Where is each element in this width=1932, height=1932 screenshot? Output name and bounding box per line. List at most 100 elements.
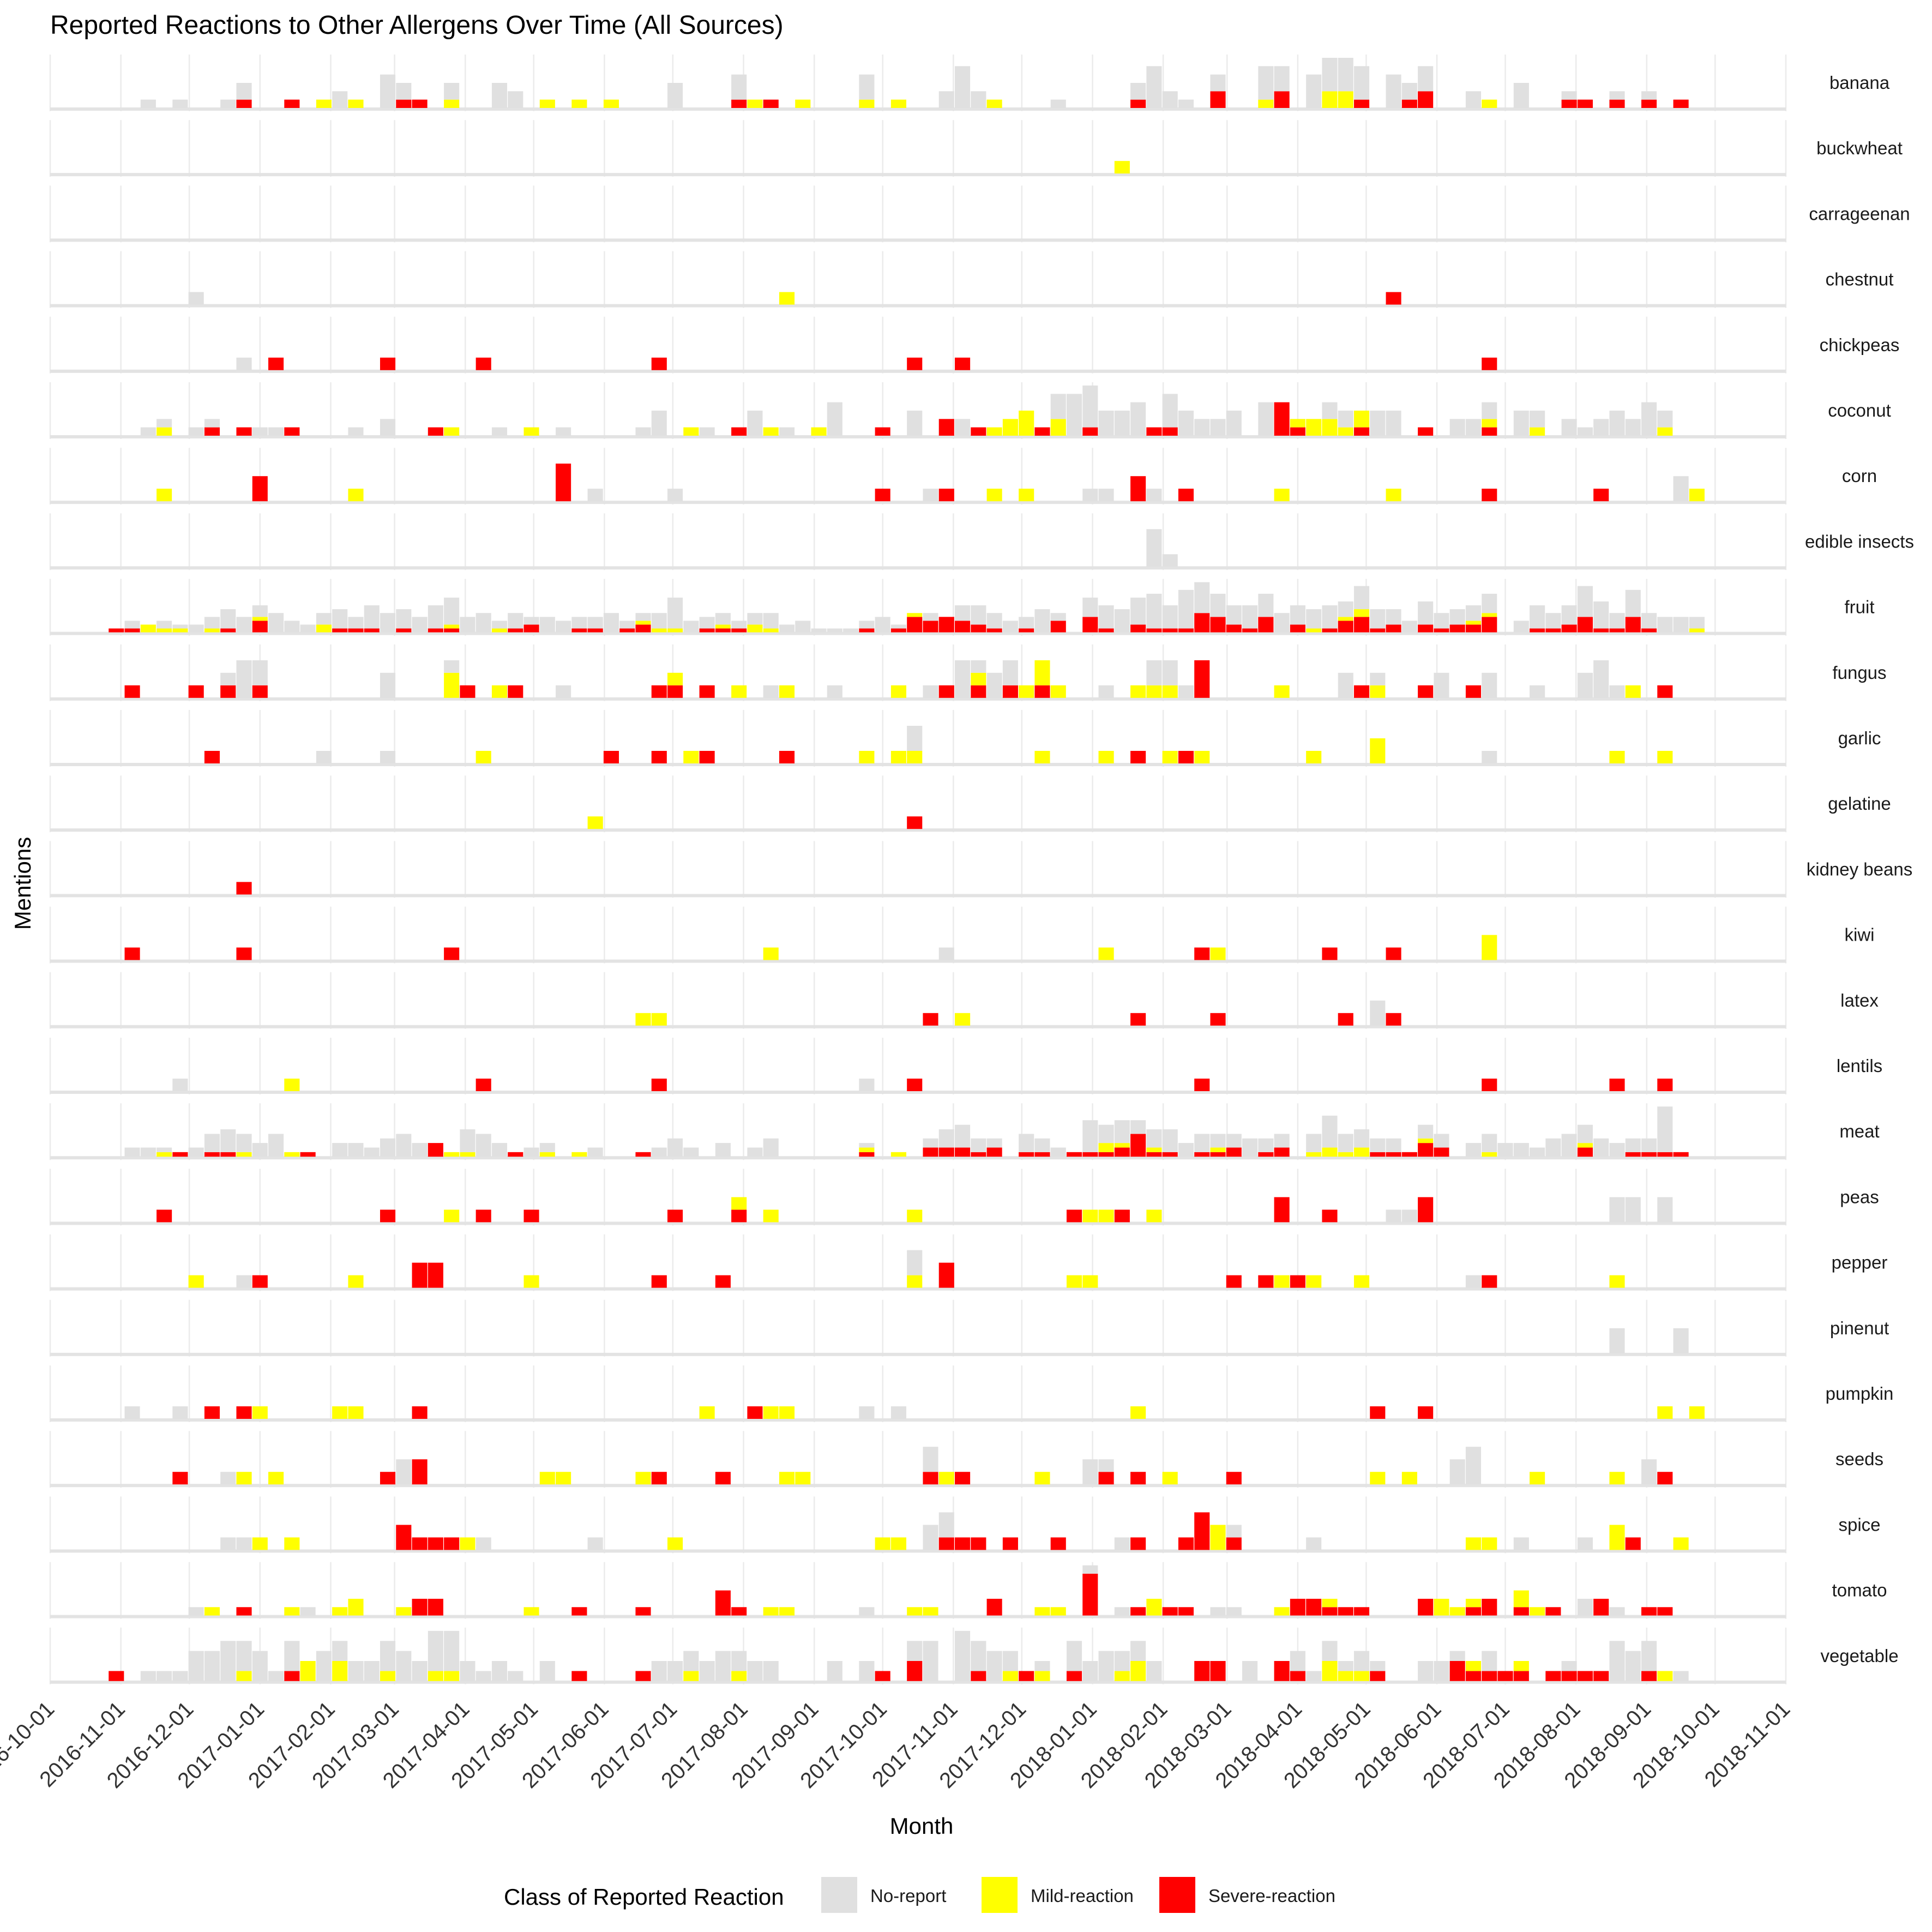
bar-no-report bbox=[1162, 394, 1178, 428]
bar-severe-reaction bbox=[268, 357, 284, 370]
bar-mild-reaction bbox=[1098, 947, 1114, 960]
bar-no-report bbox=[779, 624, 795, 633]
bar-severe-reaction bbox=[1322, 1209, 1338, 1223]
bar-severe-reaction bbox=[971, 624, 986, 633]
bar-mild-reaction bbox=[1162, 1472, 1178, 1485]
bar-severe-reaction bbox=[1338, 621, 1353, 633]
bar-mild-reaction bbox=[1050, 685, 1066, 698]
bar-no-report bbox=[1386, 411, 1401, 436]
bar-severe-reaction bbox=[938, 617, 954, 633]
bar-severe-reaction bbox=[380, 357, 396, 370]
bar-no-report bbox=[364, 1147, 380, 1157]
legend-label: No-report bbox=[870, 1886, 946, 1906]
bar-mild-reaction bbox=[795, 1472, 811, 1485]
bar-severe-reaction bbox=[1130, 1013, 1146, 1026]
bar-severe-reaction bbox=[587, 628, 603, 633]
bar-severe-reaction bbox=[1370, 1152, 1386, 1157]
bar-no-report bbox=[1465, 419, 1482, 436]
bar-no-report bbox=[1114, 411, 1130, 436]
bar-no-report bbox=[715, 1651, 731, 1681]
bar-no-report bbox=[1162, 605, 1178, 629]
bar-no-report bbox=[491, 1661, 508, 1681]
bar-no-report bbox=[1338, 601, 1353, 617]
bar-no-report bbox=[1050, 1147, 1066, 1157]
bar-mild-reaction bbox=[1019, 685, 1034, 698]
bar-severe-reaction bbox=[428, 1143, 443, 1157]
bar-no-report bbox=[1146, 1661, 1162, 1681]
bar-mild-reaction bbox=[1019, 489, 1034, 502]
bar-mild-reaction bbox=[747, 624, 763, 633]
bar-mild-reaction bbox=[587, 816, 603, 829]
bar-mild-reaction bbox=[1130, 1406, 1146, 1419]
bar-no-report bbox=[284, 621, 300, 633]
bar-mild-reaction bbox=[204, 628, 220, 633]
bar-mild-reaction bbox=[157, 427, 172, 436]
legend-label: Severe-reaction bbox=[1208, 1886, 1335, 1906]
facet-label: buckwheat bbox=[1816, 138, 1903, 158]
bar-mild-reaction bbox=[1130, 1661, 1146, 1681]
bar-no-report bbox=[1082, 1120, 1098, 1152]
bar-severe-reaction bbox=[1609, 1079, 1625, 1091]
facet-panel-garlic: garlic bbox=[49, 710, 1881, 767]
facet-label: latex bbox=[1840, 990, 1879, 1010]
bar-no-report bbox=[859, 1079, 875, 1091]
bar-mild-reaction bbox=[1098, 751, 1114, 763]
bar-no-report bbox=[1625, 589, 1641, 617]
bar-no-report bbox=[1146, 593, 1162, 629]
bar-severe-reaction bbox=[476, 357, 491, 370]
bar-severe-reaction bbox=[1210, 1152, 1226, 1157]
bar-mild-reaction bbox=[1322, 91, 1338, 108]
bar-no-report bbox=[1178, 1143, 1194, 1157]
bar-mild-reaction bbox=[444, 99, 460, 108]
bar-severe-reaction bbox=[875, 489, 890, 502]
bar-mild-reaction bbox=[491, 628, 508, 633]
bar-severe-reaction bbox=[1162, 1607, 1178, 1616]
bar-severe-reaction bbox=[1290, 1671, 1305, 1681]
bar-no-report bbox=[476, 1671, 491, 1681]
bar-no-report bbox=[1434, 672, 1449, 698]
bar-no-report bbox=[827, 1661, 842, 1681]
bar-mild-reaction bbox=[667, 672, 683, 685]
bar-severe-reaction bbox=[1641, 1152, 1657, 1157]
facet-label: corn bbox=[1842, 466, 1877, 486]
bar-severe-reaction bbox=[1226, 1537, 1242, 1550]
bar-no-report bbox=[412, 1143, 428, 1157]
bar-mild-reaction bbox=[1482, 419, 1497, 428]
bar-no-report bbox=[1434, 1661, 1449, 1681]
bar-no-report bbox=[1418, 1661, 1434, 1681]
facet-panel-spice: spice bbox=[49, 1496, 1881, 1554]
bar-no-report bbox=[747, 1147, 763, 1157]
bar-no-report bbox=[1210, 419, 1226, 436]
bar-no-report bbox=[188, 292, 204, 305]
bar-severe-reaction bbox=[1482, 357, 1497, 370]
bar-severe-reaction bbox=[938, 1262, 954, 1288]
bar-severe-reaction bbox=[1657, 1607, 1673, 1616]
bar-no-report bbox=[1530, 685, 1545, 698]
bar-no-report bbox=[1210, 74, 1226, 92]
bar-mild-reaction bbox=[986, 427, 1002, 436]
bar-severe-reaction bbox=[1370, 1671, 1386, 1681]
bar-mild-reaction bbox=[890, 1152, 907, 1157]
bar-no-report bbox=[188, 427, 204, 436]
bar-no-report bbox=[428, 1630, 443, 1671]
bar-severe-reaction bbox=[1114, 1209, 1130, 1223]
bar-no-report bbox=[332, 609, 348, 629]
bar-no-report bbox=[188, 1147, 204, 1157]
bar-no-report bbox=[938, 1129, 954, 1148]
bar-no-report bbox=[1019, 617, 1034, 629]
bar-mild-reaction bbox=[1689, 489, 1705, 502]
bar-mild-reaction bbox=[1306, 1152, 1322, 1157]
bar-severe-reaction bbox=[1353, 617, 1370, 633]
bar-no-report bbox=[1465, 1275, 1482, 1288]
bar-severe-reaction bbox=[1066, 1152, 1082, 1157]
bar-severe-reaction bbox=[332, 628, 348, 633]
bar-no-report bbox=[986, 1138, 1002, 1148]
bar-mild-reaction bbox=[444, 427, 460, 436]
bar-mild-reaction bbox=[1338, 427, 1353, 436]
bar-no-report bbox=[747, 1661, 763, 1681]
bar-mild-reaction bbox=[444, 1209, 460, 1223]
bar-severe-reaction bbox=[1609, 99, 1625, 108]
bar-no-report bbox=[1274, 66, 1290, 92]
baseline bbox=[50, 107, 1786, 111]
bar-severe-reaction bbox=[204, 427, 220, 436]
